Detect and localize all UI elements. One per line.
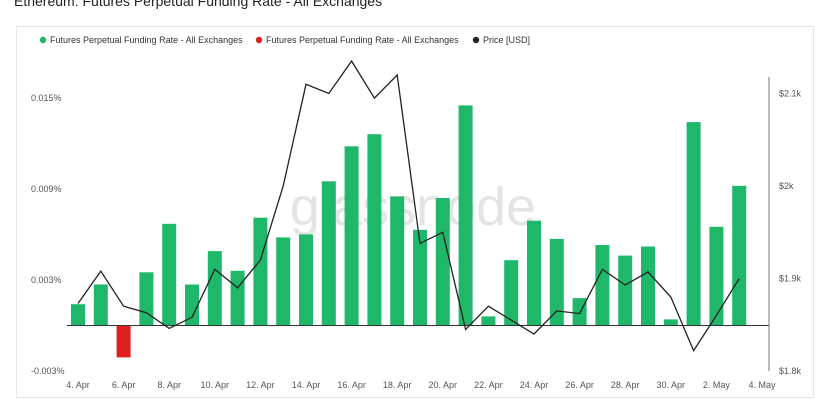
funding-bars [71, 105, 747, 358]
funding-bar[interactable] [435, 198, 450, 326]
x-tick-label: 26. Apr [565, 380, 594, 390]
funding-bar[interactable] [413, 229, 427, 326]
y-right-tick-label: $2k [779, 181, 794, 191]
x-tick-label: 24. Apr [520, 380, 549, 390]
funding-bar[interactable] [71, 304, 85, 326]
x-tick-label: 12. Apr [246, 380, 275, 390]
x-tick-label: 16. Apr [337, 380, 366, 390]
funding-bar[interactable] [641, 246, 655, 326]
x-tick-label: 4. May [748, 380, 776, 390]
chart-card: Futures Perpetual Funding Rate - All Exc… [16, 26, 814, 398]
x-tick-label: 4. Apr [66, 380, 90, 390]
x-tick-label: 2. May [703, 380, 731, 390]
funding-bar[interactable] [709, 226, 724, 326]
funding-bar[interactable] [549, 238, 564, 326]
funding-rate-chart: Futures Perpetual Funding Rate - All Exc… [31, 35, 802, 390]
y-left-tick-label: 0.009% [31, 184, 62, 194]
legend-marker [472, 36, 480, 44]
x-tick-label: 18. Apr [383, 380, 412, 390]
x-tick-label: 30. Apr [657, 380, 686, 390]
left-axis: -0.003% 0.003% 0.009% 0.015% [31, 93, 65, 376]
funding-bar[interactable] [572, 298, 587, 326]
funding-bar[interactable] [299, 234, 313, 326]
funding-bar[interactable] [527, 220, 541, 326]
x-tick-label: 6. Apr [112, 380, 136, 390]
funding-bar[interactable] [504, 260, 519, 326]
legend-marker [255, 36, 263, 44]
funding-bar[interactable] [344, 146, 359, 326]
funding-bar[interactable] [367, 134, 382, 326]
page-title: Ethereum: Futures Perpetual Funding Rate… [14, 0, 383, 9]
legend-label[interactable]: Price [USD] [483, 35, 530, 45]
y-right-tick-label: $1.8k [779, 366, 802, 376]
y-right-tick-label: $1.9k [779, 274, 802, 284]
funding-bar[interactable] [116, 325, 131, 358]
y-left-tick-label: -0.003% [31, 366, 65, 376]
funding-bar[interactable] [458, 105, 473, 326]
y-left-tick-label: 0.015% [31, 93, 62, 103]
price-line [77, 59, 740, 352]
x-tick-label: 20. Apr [429, 380, 458, 390]
x-tick-label: 14. Apr [292, 380, 321, 390]
right-axis: $1.8k $1.9k $2k $2.1k [779, 89, 802, 377]
funding-bar[interactable] [162, 223, 177, 326]
funding-bar[interactable] [481, 316, 496, 326]
funding-bar[interactable] [390, 196, 405, 326]
funding-bar[interactable] [253, 217, 268, 326]
funding-bar[interactable] [276, 237, 291, 326]
funding-bar[interactable] [618, 255, 633, 326]
legend-label[interactable]: Futures Perpetual Funding Rate - All Exc… [50, 35, 243, 45]
funding-bar[interactable] [663, 319, 678, 326]
funding-bar[interactable] [321, 181, 336, 326]
x-axis: 4. Apr 6. Apr 8. Apr 10. Apr 12. Apr 14. Apr 1… [66, 380, 776, 390]
funding-bar[interactable] [207, 251, 222, 326]
y-left-tick-label: 0.003% [31, 275, 62, 285]
funding-bar[interactable] [93, 284, 108, 326]
legend-label[interactable]: Futures Perpetual Funding Rate - All Exc… [266, 35, 459, 45]
funding-bar[interactable] [732, 185, 747, 326]
funding-bar[interactable] [686, 122, 701, 326]
funding-bar[interactable] [230, 270, 245, 326]
legend: Futures Perpetual Funding Rate - All Exc… [39, 35, 530, 45]
funding-bar[interactable] [595, 245, 610, 326]
legend-marker [39, 36, 47, 44]
x-tick-label: 22. Apr [474, 380, 503, 390]
y-right-tick-label: $2.1k [779, 89, 802, 99]
funding-bar[interactable] [139, 272, 154, 326]
x-tick-label: 28. Apr [611, 380, 640, 390]
x-tick-label: 10. Apr [201, 380, 230, 390]
x-tick-label: 8. Apr [157, 380, 181, 390]
funding-bar[interactable] [185, 284, 199, 326]
